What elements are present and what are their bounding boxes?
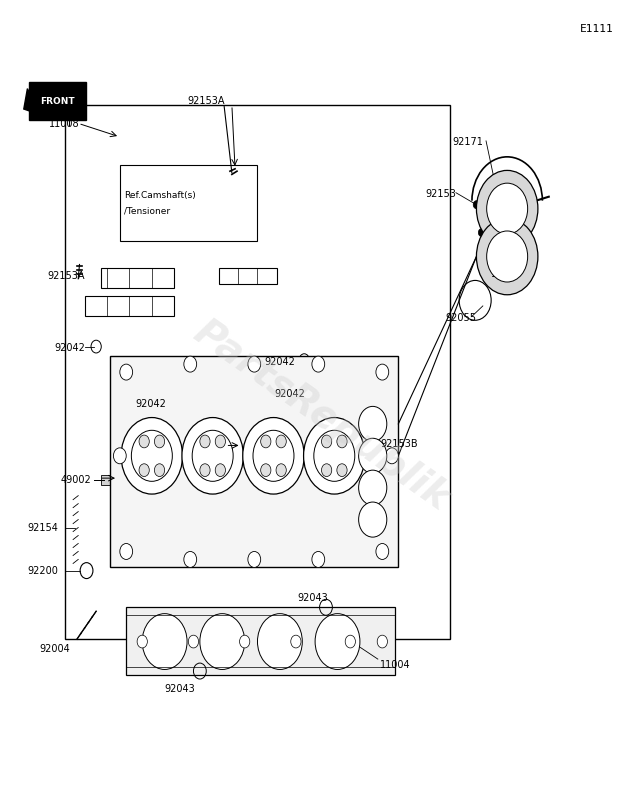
Circle shape [315, 614, 360, 670]
Polygon shape [110, 356, 398, 567]
Circle shape [120, 364, 132, 380]
Circle shape [248, 551, 260, 567]
Text: 11004: 11004 [381, 660, 411, 670]
Circle shape [257, 614, 302, 670]
Text: 92171: 92171 [453, 138, 484, 147]
Circle shape [243, 418, 304, 494]
Circle shape [322, 464, 332, 477]
Text: /Tensioner: /Tensioner [124, 206, 170, 215]
Circle shape [345, 635, 356, 648]
Circle shape [478, 229, 485, 237]
Circle shape [376, 543, 389, 559]
Text: E1111: E1111 [580, 24, 613, 34]
Circle shape [139, 464, 149, 477]
Circle shape [337, 464, 347, 477]
Circle shape [476, 218, 538, 294]
Text: FRONT: FRONT [41, 98, 75, 106]
Circle shape [248, 356, 260, 372]
Circle shape [188, 635, 199, 648]
Bar [100, 475, 112, 485]
Circle shape [260, 464, 271, 477]
Polygon shape [219, 269, 276, 285]
Text: 92153B: 92153B [381, 439, 418, 449]
Text: 11008: 11008 [50, 119, 80, 129]
Circle shape [184, 356, 197, 372]
Circle shape [121, 418, 183, 494]
Text: 92153: 92153 [491, 242, 522, 252]
Circle shape [142, 614, 187, 670]
Text: 92004: 92004 [40, 644, 71, 654]
Text: 92153A: 92153A [48, 271, 85, 282]
Text: 92066: 92066 [190, 443, 221, 453]
Circle shape [139, 435, 149, 448]
Text: 92153: 92153 [425, 190, 456, 199]
Circle shape [200, 464, 210, 477]
Polygon shape [126, 607, 395, 675]
Text: 92042: 92042 [264, 357, 294, 366]
Text: 92153A: 92153A [187, 96, 224, 106]
Text: 92200: 92200 [27, 566, 58, 576]
Text: 92055: 92055 [445, 313, 476, 323]
Circle shape [312, 551, 325, 567]
Circle shape [473, 201, 480, 209]
Circle shape [322, 435, 332, 448]
Circle shape [386, 448, 398, 464]
Circle shape [291, 635, 301, 648]
Circle shape [487, 183, 528, 234]
Circle shape [200, 435, 210, 448]
Circle shape [120, 543, 132, 559]
Text: 49002: 49002 [60, 474, 91, 485]
Text: PartsRepublik: PartsRepublik [186, 314, 457, 518]
Circle shape [359, 438, 387, 474]
Text: 92154: 92154 [27, 522, 58, 533]
FancyArrow shape [24, 89, 44, 114]
Circle shape [359, 502, 387, 537]
Circle shape [260, 435, 271, 448]
Text: 92043: 92043 [297, 593, 328, 602]
Circle shape [154, 435, 165, 448]
Text: 92042: 92042 [54, 343, 85, 353]
FancyBboxPatch shape [29, 82, 86, 120]
Circle shape [312, 356, 325, 372]
Polygon shape [85, 296, 174, 316]
Text: Ref.Camshaft(s): Ref.Camshaft(s) [124, 191, 196, 201]
Circle shape [359, 470, 387, 506]
Circle shape [476, 170, 538, 247]
Circle shape [276, 435, 286, 448]
Circle shape [240, 635, 249, 648]
Circle shape [377, 635, 388, 648]
Circle shape [200, 614, 245, 670]
Text: 49002: 49002 [204, 474, 235, 485]
Circle shape [487, 231, 528, 282]
Circle shape [154, 464, 165, 477]
Circle shape [184, 551, 197, 567]
Circle shape [276, 464, 286, 477]
Circle shape [215, 435, 226, 448]
Circle shape [215, 464, 226, 477]
Bar [239, 475, 249, 485]
Bar [120, 165, 257, 241]
Text: 16065: 16065 [491, 269, 522, 279]
Circle shape [182, 418, 244, 494]
Circle shape [235, 438, 250, 458]
Circle shape [113, 448, 126, 464]
Circle shape [376, 364, 389, 380]
Text: 92042: 92042 [275, 389, 305, 398]
Polygon shape [100, 269, 174, 288]
Circle shape [303, 418, 365, 494]
Bar [66, 105, 449, 639]
Circle shape [359, 406, 387, 442]
Circle shape [337, 435, 347, 448]
Text: 92042: 92042 [136, 399, 167, 409]
Text: 92043: 92043 [165, 684, 195, 694]
Circle shape [137, 635, 147, 648]
